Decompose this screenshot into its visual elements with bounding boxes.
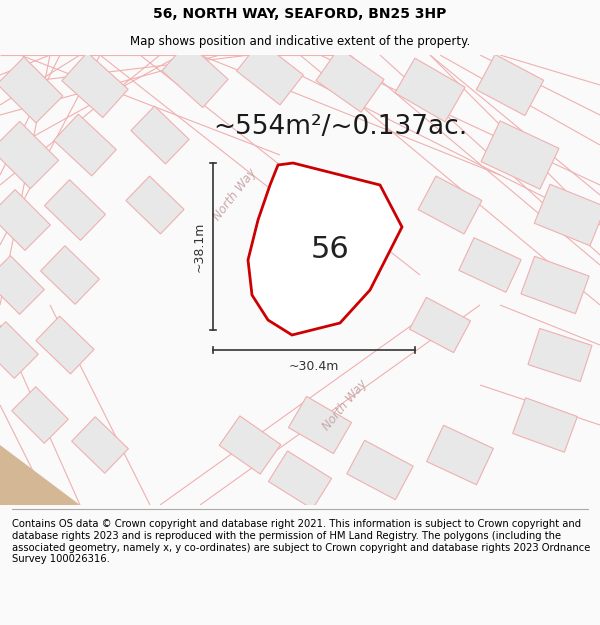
- Polygon shape: [0, 322, 38, 378]
- Polygon shape: [0, 189, 50, 251]
- Polygon shape: [512, 398, 577, 452]
- Text: Contains OS data © Crown copyright and database right 2021. This information is : Contains OS data © Crown copyright and d…: [12, 519, 590, 564]
- Polygon shape: [481, 121, 559, 189]
- Polygon shape: [44, 179, 106, 241]
- Polygon shape: [236, 41, 304, 105]
- Polygon shape: [418, 176, 482, 234]
- Polygon shape: [41, 246, 100, 304]
- Polygon shape: [219, 416, 281, 474]
- Polygon shape: [62, 52, 128, 118]
- Polygon shape: [12, 387, 68, 443]
- Polygon shape: [289, 396, 352, 454]
- Polygon shape: [36, 316, 94, 374]
- Polygon shape: [316, 48, 384, 112]
- Polygon shape: [427, 425, 493, 485]
- Polygon shape: [71, 417, 128, 473]
- Polygon shape: [528, 328, 592, 382]
- Text: 56, NORTH WAY, SEAFORD, BN25 3HP: 56, NORTH WAY, SEAFORD, BN25 3HP: [154, 7, 446, 21]
- Text: 56: 56: [311, 236, 349, 264]
- Polygon shape: [0, 57, 63, 123]
- Polygon shape: [0, 121, 59, 189]
- Polygon shape: [535, 184, 600, 246]
- Text: ~30.4m: ~30.4m: [289, 359, 339, 372]
- Text: ~38.1m: ~38.1m: [193, 221, 205, 272]
- Polygon shape: [409, 298, 470, 352]
- Polygon shape: [268, 451, 332, 509]
- Polygon shape: [54, 114, 116, 176]
- Text: Map shows position and indicative extent of the property.: Map shows position and indicative extent…: [130, 35, 470, 48]
- Polygon shape: [395, 58, 465, 122]
- Text: ~554m²/~0.137ac.: ~554m²/~0.137ac.: [213, 114, 467, 140]
- Polygon shape: [521, 256, 589, 314]
- Polygon shape: [0, 445, 80, 505]
- Polygon shape: [162, 42, 228, 107]
- Polygon shape: [347, 441, 413, 499]
- Polygon shape: [476, 54, 544, 116]
- Polygon shape: [248, 163, 402, 335]
- Text: North Way: North Way: [211, 167, 259, 223]
- Polygon shape: [0, 256, 44, 314]
- Polygon shape: [131, 106, 189, 164]
- Polygon shape: [459, 238, 521, 292]
- Text: North Way: North Way: [320, 377, 370, 433]
- Polygon shape: [126, 176, 184, 234]
